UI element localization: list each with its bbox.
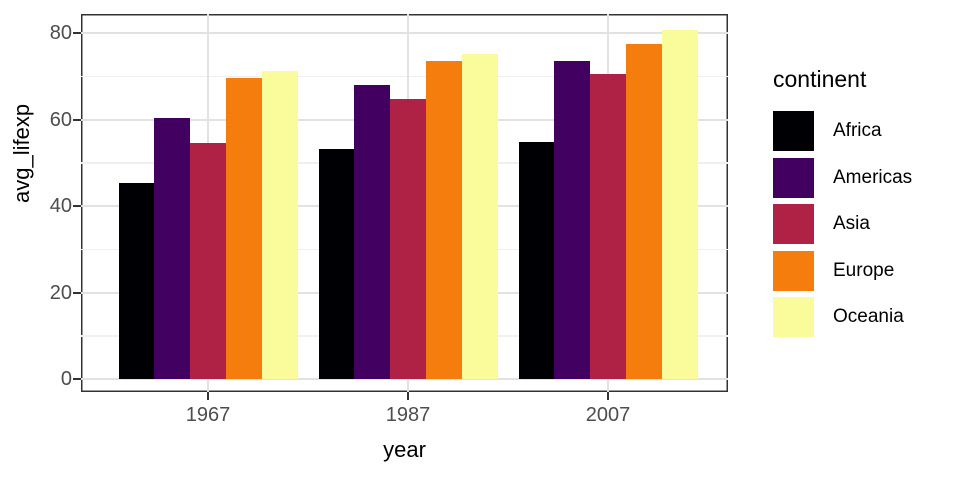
legend-key-swatch bbox=[773, 297, 814, 337]
x-axis-tick bbox=[407, 392, 409, 400]
bar-oceania-1967 bbox=[261, 71, 298, 380]
y-axis-tick bbox=[73, 118, 81, 121]
legend-items: Africa Americas Asia Europe Oceania bbox=[773, 111, 912, 337]
y-axis-tick-label: 20 bbox=[49, 281, 72, 304]
y-major-gridline bbox=[81, 32, 728, 35]
y-axis-tick bbox=[73, 205, 81, 208]
legend-item-label: Americas bbox=[833, 166, 913, 188]
bar-africa-1987 bbox=[318, 148, 355, 380]
x-axis-tick-label: 1987 bbox=[385, 404, 431, 426]
legend-key-swatch bbox=[773, 111, 814, 151]
legend-item-americas: Americas bbox=[773, 157, 913, 198]
bar-asia-2007 bbox=[590, 73, 627, 380]
legend-key-swatch bbox=[773, 250, 814, 291]
bar-europe-1987 bbox=[425, 61, 462, 380]
legend-item-label: Oceania bbox=[833, 306, 904, 327]
y-axis-tick bbox=[73, 291, 81, 294]
bar-africa-2007 bbox=[518, 142, 555, 380]
legend-title: continent bbox=[773, 66, 867, 92]
bar-europe-1967 bbox=[225, 77, 262, 380]
x-axis-title: year bbox=[383, 437, 426, 462]
legend: continent Africa Americas Asia Europe Oceani… bbox=[773, 66, 912, 344]
x-axis-tick bbox=[207, 392, 209, 400]
bar-oceania-1987 bbox=[461, 53, 498, 380]
x-axis-tick bbox=[607, 392, 609, 400]
bar-asia-1967 bbox=[190, 142, 227, 380]
legend-item-label: Europe bbox=[833, 259, 895, 281]
plot-panel bbox=[81, 14, 728, 392]
bar-africa-1967 bbox=[118, 183, 155, 380]
legend-item-africa: Africa bbox=[773, 111, 912, 151]
x-axis-tick-label: 1967 bbox=[185, 404, 231, 426]
bar-americas-2007 bbox=[554, 61, 591, 380]
legend-item-oceania: Oceania bbox=[773, 297, 912, 337]
bar-americas-1987 bbox=[354, 84, 391, 380]
legend-item-label: Africa bbox=[833, 120, 882, 141]
bar-oceania-2007 bbox=[661, 30, 698, 380]
y-major-gridline bbox=[81, 378, 728, 381]
x-axis-tick-label: 2007 bbox=[585, 404, 631, 426]
y-axis-tick-label: 40 bbox=[49, 195, 72, 218]
legend-key-swatch bbox=[773, 204, 814, 244]
y-axis-tick-label: 60 bbox=[49, 108, 72, 131]
y-axis-tick-label: 0 bbox=[60, 368, 72, 391]
bar-americas-1967 bbox=[154, 118, 191, 380]
legend-item-label: Asia bbox=[833, 213, 870, 234]
legend-key-swatch bbox=[773, 157, 814, 198]
y-minor-gridline bbox=[81, 75, 728, 78]
y-axis-tick bbox=[73, 32, 81, 35]
y-axis-tick-label: 80 bbox=[49, 22, 72, 45]
legend-item-asia: Asia bbox=[773, 204, 912, 244]
y-axis-tick bbox=[73, 378, 81, 381]
bar-europe-2007 bbox=[625, 43, 662, 380]
legend-item-europe: Europe bbox=[773, 250, 912, 291]
bar-asia-1987 bbox=[390, 98, 427, 380]
